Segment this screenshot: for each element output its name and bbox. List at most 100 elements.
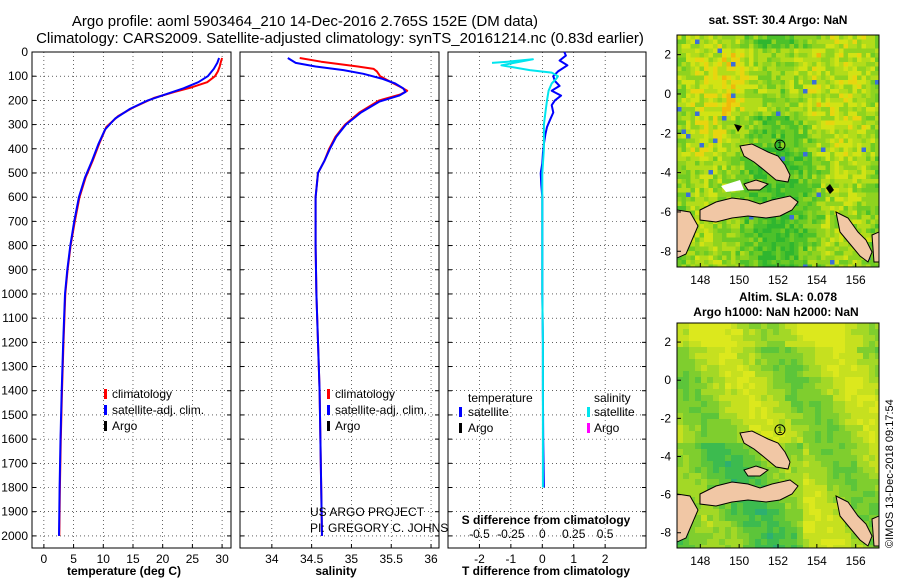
map-cell xyxy=(870,98,876,103)
map-cell xyxy=(708,165,714,171)
map-cell xyxy=(771,134,777,139)
map-cell xyxy=(794,143,799,148)
map-cell xyxy=(740,39,745,45)
map-cell xyxy=(749,389,756,396)
map-cell xyxy=(683,359,690,366)
map-cell xyxy=(839,57,844,63)
map-cell xyxy=(731,192,736,198)
map-cell xyxy=(771,129,777,135)
map-cell xyxy=(701,323,708,330)
map-cell xyxy=(699,246,705,252)
map-cell xyxy=(875,102,879,108)
map-cell xyxy=(699,120,705,126)
map-cell xyxy=(744,57,750,63)
map-cell xyxy=(689,383,696,390)
map-cell xyxy=(821,401,828,408)
map-cell xyxy=(857,389,864,396)
map-cell xyxy=(789,165,795,171)
map-cell xyxy=(834,174,840,180)
map-cell xyxy=(749,371,756,378)
map-cell xyxy=(743,443,750,450)
map-cell xyxy=(749,165,754,171)
map-cell xyxy=(809,413,816,420)
map-cell xyxy=(839,521,846,528)
map-cell xyxy=(677,134,682,139)
map-cell xyxy=(852,188,858,193)
map-cell xyxy=(761,419,768,426)
map-cell xyxy=(701,545,708,548)
map-cell xyxy=(779,371,786,378)
depth-tick-label: 1700 xyxy=(1,456,28,470)
map-cell xyxy=(825,192,831,198)
map-cell xyxy=(861,156,867,162)
map-cell xyxy=(798,62,804,67)
map-cell xyxy=(749,323,756,330)
map-cell xyxy=(825,183,831,189)
map-cell xyxy=(731,407,738,414)
map-cell xyxy=(737,389,744,396)
map-cell xyxy=(726,80,732,85)
map-cell xyxy=(725,425,732,432)
map-cell xyxy=(677,71,682,76)
map-cell xyxy=(690,44,696,49)
map-cell xyxy=(803,242,808,247)
map-cell xyxy=(834,206,840,211)
map-cell xyxy=(875,80,879,85)
map-cell xyxy=(821,455,828,462)
map-cell xyxy=(812,174,817,180)
map-cell xyxy=(699,116,705,121)
map-cell xyxy=(861,215,867,220)
map-cell xyxy=(731,260,736,265)
map-cell xyxy=(744,192,750,198)
map-cell xyxy=(771,62,777,67)
map-cell xyxy=(785,449,792,456)
map-cell xyxy=(794,35,799,40)
map-cell xyxy=(821,479,828,486)
map-cell xyxy=(726,228,732,234)
map-cell xyxy=(776,260,781,265)
depth-tick-label: 1100 xyxy=(2,311,28,325)
map-cell xyxy=(869,437,876,444)
map-cell xyxy=(816,201,822,207)
map-cell xyxy=(789,138,795,144)
map-cell xyxy=(731,359,738,366)
map-cell xyxy=(677,66,682,72)
map-cell xyxy=(839,246,844,252)
map-cell xyxy=(827,509,834,516)
map-cell xyxy=(834,66,840,72)
map-cell xyxy=(725,509,732,516)
legend-temperature-title: temperature xyxy=(468,391,533,405)
map-cell xyxy=(744,80,750,85)
map-cell xyxy=(743,503,750,510)
map-cell xyxy=(743,383,750,390)
map-cell xyxy=(707,533,714,540)
map-cell xyxy=(735,260,741,265)
map-cell xyxy=(861,53,867,58)
map-cell xyxy=(821,98,826,103)
map-cell xyxy=(809,497,816,504)
map-cell xyxy=(843,152,849,157)
map-cell xyxy=(861,152,867,157)
map-cell xyxy=(677,183,682,189)
map-cell xyxy=(803,143,808,148)
map-cell xyxy=(821,251,826,256)
map-cell xyxy=(701,377,708,384)
map-cell xyxy=(722,264,727,267)
map-cell xyxy=(830,170,835,175)
map-cell xyxy=(843,147,849,153)
map-cell xyxy=(833,449,840,456)
map-cell xyxy=(725,389,732,396)
map-cell xyxy=(807,129,813,135)
map-cell xyxy=(689,461,696,468)
map-cell xyxy=(731,329,738,336)
map-cell xyxy=(717,264,723,267)
map-cell xyxy=(843,156,849,162)
map-cell xyxy=(821,413,828,420)
map-cell xyxy=(857,473,864,480)
map-cell xyxy=(815,395,822,402)
map-cell xyxy=(740,98,745,103)
map-cell xyxy=(719,353,726,360)
map-cell xyxy=(686,93,691,99)
map-cell xyxy=(695,377,702,384)
map-cell xyxy=(743,341,750,348)
